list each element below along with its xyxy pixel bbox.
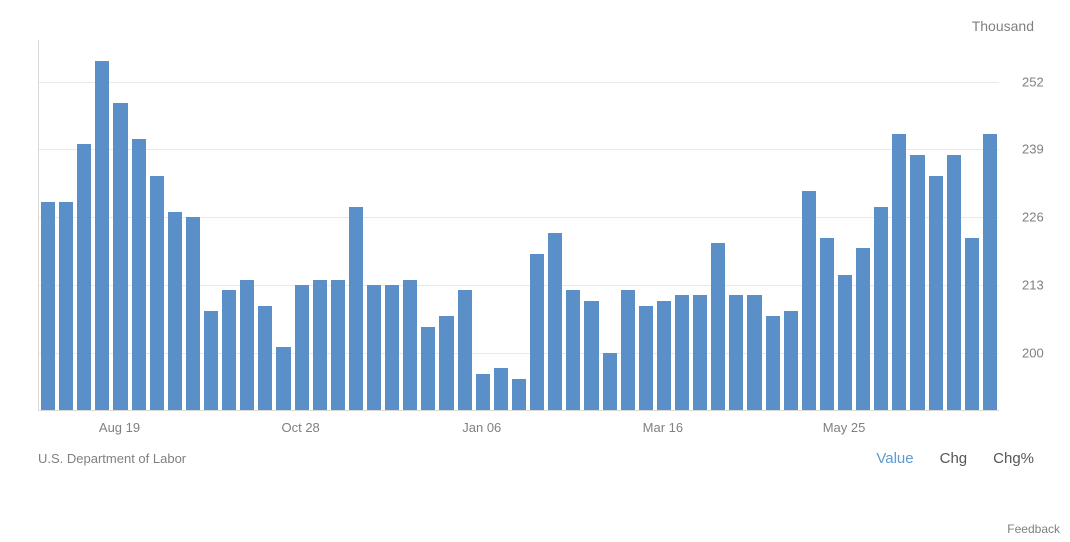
bar[interactable] <box>693 295 707 410</box>
bar[interactable] <box>204 311 218 410</box>
bar[interactable] <box>222 290 236 410</box>
y-tick-label: 213 <box>1022 277 1044 292</box>
gridline <box>39 285 999 286</box>
bar[interactable] <box>59 202 73 410</box>
bar[interactable] <box>476 374 490 410</box>
bar[interactable] <box>512 379 526 410</box>
bar[interactable] <box>675 295 689 410</box>
bar[interactable] <box>313 280 327 410</box>
bar[interactable] <box>240 280 254 410</box>
bar[interactable] <box>494 368 508 410</box>
gridline <box>39 217 999 218</box>
bar[interactable] <box>421 327 435 410</box>
bar[interactable] <box>548 233 562 410</box>
bar[interactable] <box>802 191 816 410</box>
gridline <box>39 82 999 83</box>
bar[interactable] <box>729 295 743 410</box>
x-tick-label: Jan 06 <box>462 420 501 435</box>
y-tick-label: 239 <box>1022 142 1044 157</box>
bar[interactable] <box>349 207 363 410</box>
plot-area <box>38 40 999 411</box>
bar[interactable] <box>892 134 906 410</box>
bar[interactable] <box>566 290 580 410</box>
x-tick-label: Aug 19 <box>99 420 140 435</box>
bar[interactable] <box>150 176 164 411</box>
bar[interactable] <box>168 212 182 410</box>
gridline <box>39 149 999 150</box>
gridline <box>39 353 999 354</box>
bar[interactable] <box>784 311 798 410</box>
y-tick-label: 200 <box>1022 345 1044 360</box>
view-tab-chg[interactable]: Chg <box>940 450 968 467</box>
bar[interactable] <box>258 306 272 410</box>
bar[interactable] <box>186 217 200 410</box>
bar[interactable] <box>331 280 345 410</box>
x-tick-label: Mar 16 <box>643 420 683 435</box>
bar[interactable] <box>910 155 924 410</box>
bar[interactable] <box>77 144 91 410</box>
view-tab-value[interactable]: Value <box>876 450 913 467</box>
bar[interactable] <box>965 238 979 410</box>
bar[interactable] <box>458 290 472 410</box>
y-tick-label: 252 <box>1022 74 1044 89</box>
bar[interactable] <box>41 202 55 410</box>
bar[interactable] <box>747 295 761 410</box>
bar[interactable] <box>603 353 617 410</box>
bar[interactable] <box>385 285 399 410</box>
bar[interactable] <box>766 316 780 410</box>
bar[interactable] <box>820 238 834 410</box>
view-mode-tabs: Value Chg Chg% <box>876 450 1034 467</box>
bar[interactable] <box>838 275 852 410</box>
bar[interactable] <box>113 103 127 410</box>
x-tick-label: Oct 28 <box>281 420 319 435</box>
bar[interactable] <box>657 301 671 410</box>
chart-container: Thousand U.S. Department of Labor Value C… <box>0 0 1070 542</box>
bar[interactable] <box>403 280 417 410</box>
bar[interactable] <box>856 248 870 410</box>
x-tick-label: May 25 <box>823 420 866 435</box>
bar[interactable] <box>874 207 888 410</box>
bar[interactable] <box>530 254 544 410</box>
bar[interactable] <box>276 347 290 410</box>
bar[interactable] <box>711 243 725 410</box>
bar[interactable] <box>947 155 961 410</box>
bar[interactable] <box>639 306 653 410</box>
bar[interactable] <box>367 285 381 410</box>
bar[interactable] <box>295 285 309 410</box>
bar[interactable] <box>929 176 943 411</box>
view-tab-chgpct[interactable]: Chg% <box>993 450 1034 467</box>
data-source-label: U.S. Department of Labor <box>38 451 186 466</box>
bar[interactable] <box>983 134 997 410</box>
feedback-link[interactable]: Feedback <box>1007 522 1060 536</box>
bar[interactable] <box>621 290 635 410</box>
y-tick-label: 226 <box>1022 210 1044 225</box>
y-axis-unit-label: Thousand <box>972 18 1034 34</box>
chart-footer: U.S. Department of Labor Value Chg Chg% <box>38 450 1034 467</box>
bar[interactable] <box>132 139 146 410</box>
bar[interactable] <box>584 301 598 410</box>
bar[interactable] <box>95 61 109 410</box>
bar[interactable] <box>439 316 453 410</box>
